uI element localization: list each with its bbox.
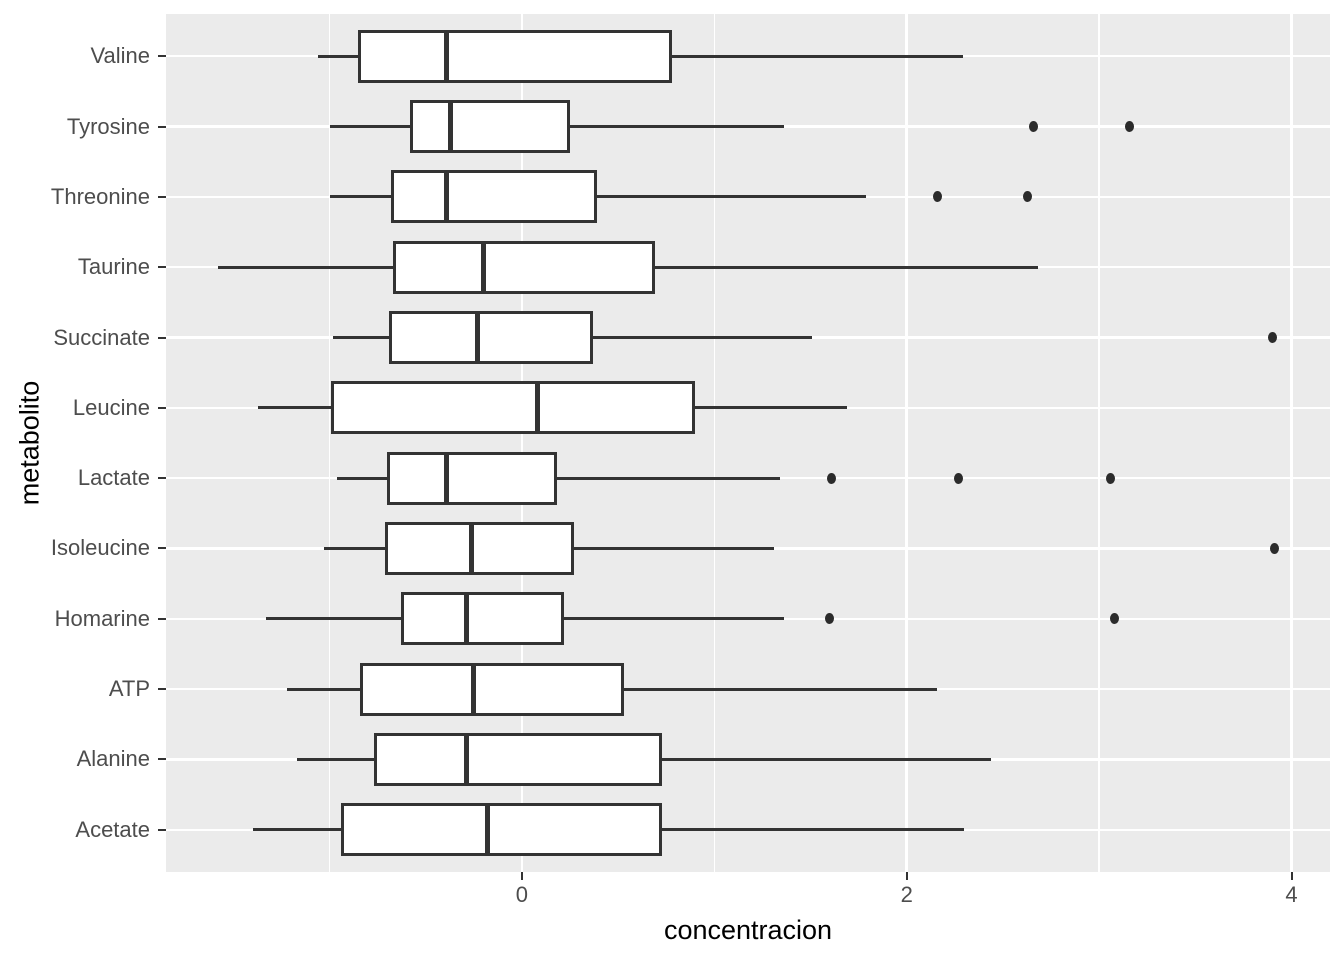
median-line (444, 29, 450, 83)
outlier-point (827, 472, 837, 484)
box-iqr (389, 311, 594, 364)
y-tick-mark (158, 547, 166, 550)
y-tick-mark (158, 688, 166, 691)
whisker-line (654, 265, 1038, 269)
median-line (471, 662, 477, 716)
box-iqr (331, 381, 696, 435)
outlier-point (1023, 191, 1033, 203)
box-iqr (385, 521, 574, 575)
box-iqr (400, 592, 565, 646)
whisker-line (337, 476, 388, 480)
median-line (444, 451, 450, 505)
whisker-line (323, 546, 386, 550)
x-tick-mark (905, 872, 908, 880)
category-label: Acetate (75, 816, 150, 842)
minor-gridline (713, 14, 716, 872)
whisker-line (317, 54, 359, 58)
outlier-point (954, 472, 964, 484)
box-iqr (393, 240, 655, 294)
median-line (534, 381, 540, 435)
whisker-line (266, 617, 401, 621)
major-gridline (905, 14, 908, 872)
outlier-point (933, 191, 942, 203)
outlier-point (1267, 332, 1277, 343)
y-tick-mark (158, 125, 166, 128)
y-tick-mark (158, 477, 166, 480)
x-tick-label: 4 (1285, 882, 1298, 907)
x-tick-mark (1290, 872, 1293, 880)
category-label: Lactate (77, 465, 150, 491)
category-label: Threonine (50, 183, 150, 209)
whisker-line (695, 406, 848, 410)
whisker-line (556, 476, 780, 480)
whisker-line (623, 687, 938, 691)
box-iqr (373, 732, 663, 786)
box-iqr (358, 29, 672, 83)
category-label: Homarine (54, 605, 150, 631)
median-line (463, 732, 469, 786)
y-axis-title: metabolito (14, 380, 45, 506)
y-tick-mark (158, 266, 166, 269)
plot-panel (166, 14, 1330, 872)
x-axis-title: concentracion (663, 915, 833, 945)
box-iqr (387, 451, 557, 505)
median-line (444, 170, 450, 224)
box-iqr (360, 662, 624, 716)
whisker-line (252, 828, 342, 832)
median-line (469, 521, 475, 575)
whisker-line (329, 125, 411, 129)
x-tick-label: 2 (900, 882, 913, 907)
outlier-point (1110, 613, 1120, 625)
whisker-line (573, 546, 774, 550)
median-line (475, 311, 481, 364)
outlier-point (1029, 121, 1039, 133)
category-label: ATP (108, 676, 150, 702)
category-label: Tyrosine (66, 113, 150, 139)
y-tick-mark (158, 195, 166, 198)
y-tick-mark (158, 758, 166, 761)
whisker-line (329, 195, 392, 199)
minor-gridline (1098, 14, 1100, 872)
category-label: Valine (90, 43, 150, 69)
y-tick-mark (158, 406, 166, 409)
x-tick-label: 0 (515, 882, 529, 907)
outlier-point (1269, 542, 1279, 554)
whisker-line (593, 336, 813, 339)
median-line (484, 803, 490, 857)
y-tick-mark (158, 336, 166, 339)
whisker-line (662, 828, 965, 832)
category-label: Succinate (53, 324, 150, 350)
whisker-line (672, 54, 963, 58)
category-label: Alanine (76, 746, 150, 772)
whisker-line (570, 125, 784, 129)
whisker-line (296, 757, 374, 761)
x-tick-mark (520, 872, 523, 880)
whisker-line (287, 687, 361, 691)
whisker-line (258, 406, 332, 410)
outlier-point (825, 613, 835, 625)
y-tick-mark (158, 828, 166, 831)
whisker-line (596, 195, 867, 199)
category-label: Isoleucine (50, 535, 150, 561)
y-tick-mark (158, 55, 166, 58)
median-line (463, 592, 469, 646)
median-line (448, 100, 454, 154)
whisker-line (662, 757, 992, 761)
major-gridline (1290, 14, 1293, 872)
category-label: Leucine (72, 394, 150, 420)
outlier-point (1125, 121, 1135, 133)
box-iqr (410, 100, 571, 154)
box-iqr (391, 170, 597, 224)
major-gridline (520, 14, 524, 872)
whisker-line (564, 617, 784, 621)
y-tick-mark (158, 617, 166, 620)
whisker-line (333, 336, 390, 339)
median-line (480, 240, 486, 294)
minor-gridline (328, 14, 331, 872)
outlier-point (1106, 472, 1116, 484)
whisker-line (217, 265, 394, 269)
box-iqr (341, 803, 663, 857)
category-label: Taurine (77, 254, 150, 280)
